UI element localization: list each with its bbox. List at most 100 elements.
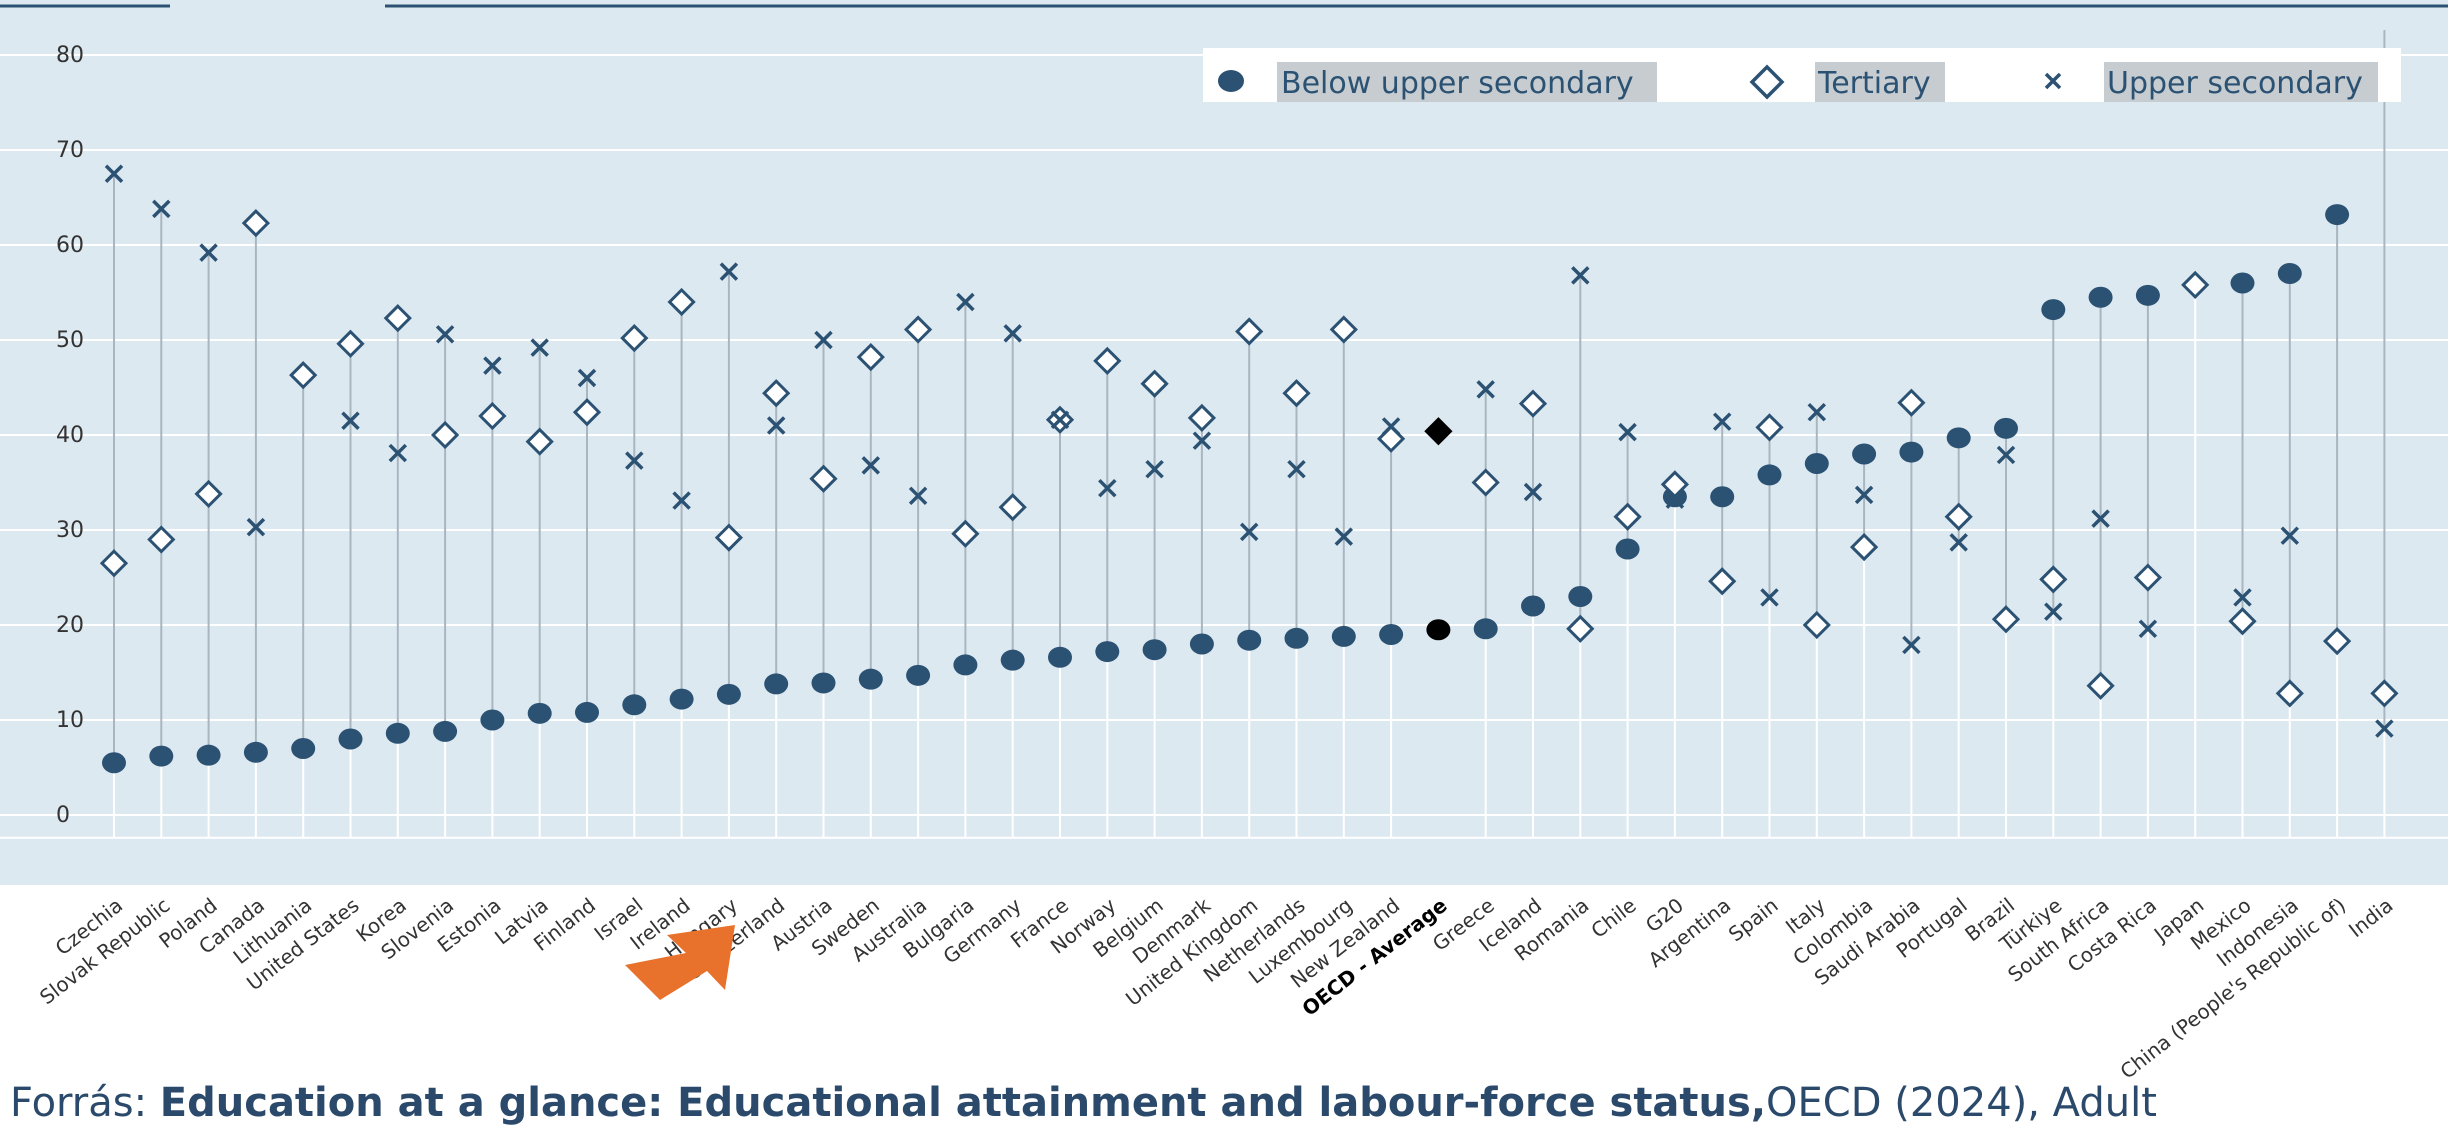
point-upper-secondary: [152, 199, 171, 219]
point-upper-secondary: [1239, 522, 1259, 542]
y-tick-label: 40: [56, 423, 84, 448]
y-tick-label: 60: [56, 233, 84, 258]
point-below-upper-secondary: [1142, 639, 1167, 661]
y-tick-label: 50: [56, 328, 84, 353]
point-tertiary: [2181, 270, 2210, 300]
point-below-upper-secondary: [1284, 627, 1309, 649]
gridlines: [0, 54, 2448, 839]
point-below-upper-secondary: [1379, 624, 1404, 645]
point-below-upper-secondary: [1568, 586, 1593, 607]
point-upper-secondary: [625, 451, 644, 470]
point-upper-secondary: [719, 262, 739, 281]
point-upper-secondary: [104, 164, 124, 183]
point-tertiary: [1660, 470, 1690, 499]
point-tertiary: [1471, 468, 1500, 497]
point-below-upper-secondary: [1757, 464, 1782, 486]
point-below-upper-secondary: [2230, 272, 2255, 294]
point-tertiary: [620, 323, 649, 353]
point-upper-secondary: [1902, 635, 1921, 655]
point-upper-secondary: [861, 456, 881, 475]
y-tick-label: 0: [56, 803, 70, 828]
source-title: Education at a glance: Educational attai…: [159, 1080, 1767, 1126]
point-below-upper-secondary: [764, 673, 789, 695]
point-upper-secondary: [1807, 402, 1827, 422]
point-upper-secondary: [2138, 619, 2158, 639]
point-upper-secondary: [1098, 478, 1117, 498]
point-tertiary: [525, 427, 554, 456]
point-below-upper-secondary: [1946, 427, 1971, 449]
point-upper-secondary: [1760, 588, 1779, 607]
point-tertiary: [1093, 346, 1122, 376]
point-tertiary: [951, 519, 980, 548]
point-upper-secondary: [2375, 719, 2394, 738]
point-tertiary: [2370, 679, 2399, 708]
arrow-icon: [625, 925, 735, 1000]
point-tertiary: [99, 549, 129, 578]
y-tick-label: 30: [56, 518, 84, 543]
legend-label-below: Below upper secondary: [1281, 66, 1634, 101]
point-tertiary: [383, 304, 412, 333]
markers: [99, 164, 2399, 774]
x-tick-label: Chile: [1586, 893, 1640, 943]
point-upper-secondary: [908, 486, 928, 506]
point-upper-secondary: [2091, 509, 2110, 528]
point-upper-secondary: [530, 338, 549, 357]
point-upper-secondary: [1571, 266, 1590, 285]
point-below-upper-secondary: [196, 744, 221, 766]
point-below-upper-secondary: [480, 709, 505, 731]
point-upper-secondary: [1287, 459, 1306, 479]
point-tertiary: [1140, 369, 1169, 398]
legend-label-upper: Upper secondary: [2107, 66, 2363, 101]
point-upper-secondary: [1854, 485, 1874, 505]
point-tertiary: [147, 525, 176, 554]
y-tick-label: 10: [56, 708, 84, 733]
source-prefix: Forrás:: [10, 1080, 160, 1126]
point-tertiary: [1755, 413, 1784, 442]
legend-label-bg: [1277, 62, 1657, 102]
whiskers: [113, 30, 2386, 838]
point-tertiary: [289, 361, 318, 390]
legend: Below upper secondary Tertiary Upper sec…: [1203, 48, 2401, 102]
point-below-upper-secondary: [1237, 629, 1262, 651]
source-suffix: OECD (2024), Adult: [1766, 1080, 2157, 1126]
point-tertiary: [903, 315, 933, 344]
point-tertiary: [572, 398, 602, 427]
source-caption: Forrás: Education at a glance: Education…: [10, 1080, 2157, 1126]
point-tertiary: [809, 464, 838, 493]
point-upper-secondary: [246, 517, 266, 537]
point-upper-secondary: [2044, 602, 2063, 621]
point-below-upper-secondary: [858, 668, 883, 690]
point-below-upper-secondary: [527, 702, 552, 724]
legend-diamond-icon: [1749, 64, 1785, 100]
point-below-upper-secondary: [433, 720, 458, 742]
point-upper-secondary: [388, 443, 408, 463]
point-below-upper-secondary: [2325, 204, 2350, 226]
point-tertiary: [1849, 532, 1879, 562]
point-below-upper-secondary: [1615, 538, 1640, 560]
point-tertiary: [1282, 379, 1311, 408]
point-tertiary: [1566, 614, 1595, 643]
point-upper-secondary: [1334, 527, 1354, 546]
point-upper-secondary: [1050, 410, 1070, 430]
point-tertiary: [241, 209, 271, 238]
point-tertiary: [478, 401, 507, 431]
point-tertiary: [2228, 607, 2257, 636]
point-upper-secondary: [199, 243, 218, 262]
point-below-upper-secondary: [1426, 619, 1451, 641]
point-upper-secondary: [1996, 445, 2016, 465]
point-upper-secondary: [766, 416, 786, 435]
point-tertiary: [2133, 563, 2163, 592]
point-tertiary: [1518, 389, 1548, 418]
x-tick-label: India: [2344, 893, 2397, 942]
point-below-upper-secondary: [811, 672, 836, 694]
point-below-upper-secondary: [149, 745, 174, 767]
point-upper-secondary: [1665, 490, 1685, 509]
point-upper-secondary: [1003, 324, 1022, 343]
point-below-upper-secondary: [953, 654, 978, 676]
point-below-upper-secondary: [622, 694, 647, 716]
point-below-upper-secondary: [1048, 646, 1072, 668]
point-tertiary: [1613, 502, 1642, 531]
point-below-upper-secondary: [575, 701, 599, 723]
point-tertiary: [1235, 317, 1264, 346]
